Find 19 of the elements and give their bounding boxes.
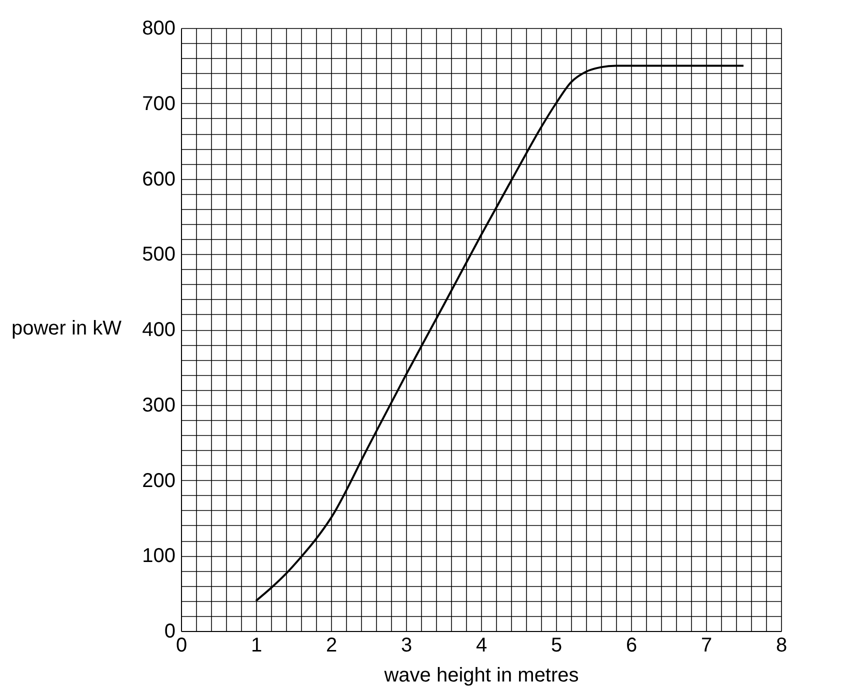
- y-tick-label: 500: [142, 244, 176, 266]
- x-tick-label: 1: [250, 634, 262, 656]
- y-tick-label: 300: [142, 394, 176, 416]
- x-tick-label: 7: [700, 634, 712, 656]
- y-tick-label: 600: [142, 168, 176, 190]
- y-tick-label: 200: [142, 470, 176, 492]
- x-tick-label: 8: [776, 634, 788, 656]
- y-tick-label: 400: [142, 319, 176, 341]
- y-tick-label: 800: [142, 18, 176, 40]
- y-axis-title: power in kW: [11, 318, 122, 340]
- x-tick-label: 6: [626, 634, 638, 656]
- y-tick-label: 700: [142, 92, 176, 115]
- x-axis-title: wave height in metres: [383, 664, 579, 686]
- y-tick-label: 0: [164, 620, 176, 642]
- x-tick-label: 5: [550, 634, 562, 656]
- x-tick-label: 2: [326, 634, 338, 656]
- x-tick-label: 3: [400, 634, 412, 656]
- x-tick-label: 4: [476, 634, 488, 656]
- y-tick-label: 100: [142, 545, 176, 568]
